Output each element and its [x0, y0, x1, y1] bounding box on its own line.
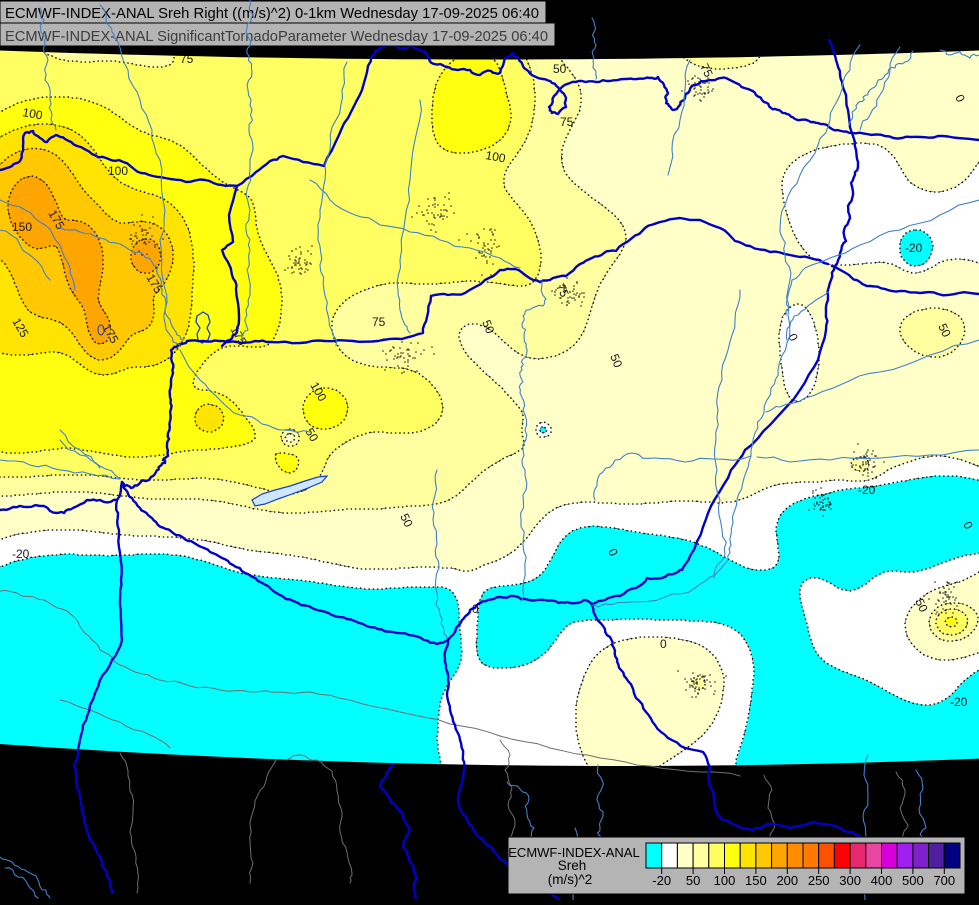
svg-text:ECMWF-INDEX-ANAL SignificantTo: ECMWF-INDEX-ANAL SignificantTornadoParam… — [5, 28, 548, 45]
svg-text:ECMWF-INDEX-ANAL: ECMWF-INDEX-ANAL — [508, 845, 639, 860]
svg-text:250: 250 — [808, 873, 830, 888]
svg-text:500: 500 — [902, 873, 924, 888]
svg-text:150: 150 — [12, 220, 32, 234]
svg-text:0: 0 — [472, 602, 479, 616]
svg-text:-20: -20 — [12, 547, 30, 561]
svg-text:100: 100 — [21, 105, 43, 122]
svg-text:150: 150 — [745, 873, 767, 888]
svg-text:300: 300 — [839, 873, 861, 888]
svg-text:-20: -20 — [652, 873, 671, 888]
svg-text:700: 700 — [933, 873, 955, 888]
svg-text:(m/s)^2: (m/s)^2 — [548, 872, 593, 887]
svg-text:Sreh: Sreh — [558, 858, 587, 873]
svg-text:50: 50 — [397, 511, 415, 529]
svg-text:100: 100 — [714, 873, 736, 888]
svg-text:75: 75 — [372, 315, 386, 329]
svg-text:-20: -20 — [905, 241, 923, 255]
svg-text:50: 50 — [912, 596, 930, 614]
svg-text:ECMWF-INDEX-ANAL Sreh Right ((: ECMWF-INDEX-ANAL Sreh Right ((m/s)^2) 0-… — [5, 5, 539, 22]
svg-text:75: 75 — [697, 61, 715, 79]
svg-text:50: 50 — [553, 62, 567, 76]
svg-text:0: 0 — [660, 637, 667, 651]
svg-text:100: 100 — [108, 164, 128, 178]
svg-text:50: 50 — [479, 318, 497, 336]
svg-text:50: 50 — [302, 426, 321, 445]
svg-text:-20: -20 — [950, 695, 968, 709]
svg-text:200: 200 — [776, 873, 798, 888]
svg-text:50: 50 — [686, 873, 700, 888]
svg-text:75: 75 — [553, 281, 571, 299]
svg-text:-20: -20 — [858, 483, 876, 497]
svg-text:100: 100 — [484, 148, 506, 165]
svg-text:50: 50 — [935, 321, 953, 339]
svg-text:50: 50 — [607, 352, 625, 370]
svg-text:400: 400 — [871, 873, 893, 888]
svg-text:75: 75 — [560, 115, 574, 129]
